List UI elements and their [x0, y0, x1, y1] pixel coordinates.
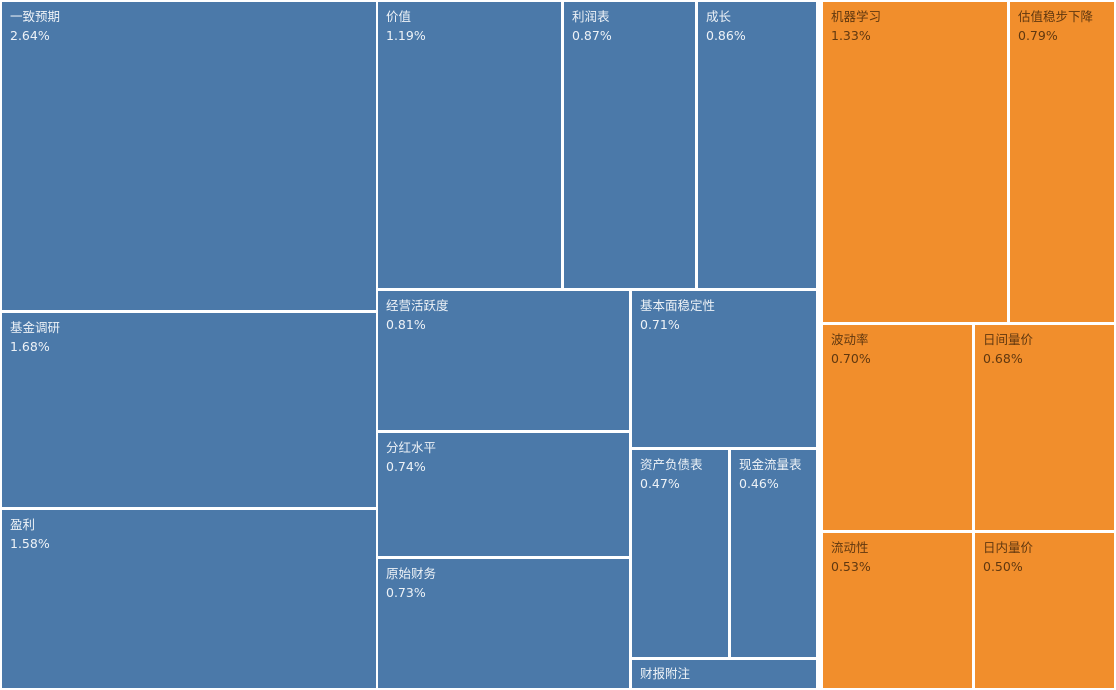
tile-label: 价值	[386, 9, 412, 24]
tile-label: 波动率	[831, 332, 869, 347]
tile-value: 1.33%	[831, 28, 871, 43]
tile-value: 0.53%	[831, 559, 871, 574]
treemap-tile[interactable]: 盈利 1.58%	[2, 510, 376, 688]
tile-value: 0.68%	[983, 351, 1023, 366]
treemap-tile[interactable]: 基金调研 1.68%	[2, 313, 376, 507]
tile-label: 成长	[706, 9, 732, 24]
treemap-tile[interactable]: 一致预期 2.64%	[2, 2, 376, 310]
tile-label: 利润表	[572, 9, 610, 24]
treemap-tile[interactable]: 波动率 0.70%	[823, 325, 972, 530]
treemap-tile[interactable]: 经营活跃度 0.81%	[378, 291, 629, 430]
tile-label: 机器学习	[831, 9, 882, 24]
treemap-tile[interactable]: 利润表 0.87%	[564, 2, 695, 288]
treemap-tile[interactable]: 日内量价 0.50%	[975, 533, 1114, 688]
tile-label: 经营活跃度	[386, 298, 449, 313]
tile-value: 0.87%	[572, 28, 612, 43]
tile-value: 0.79%	[1018, 28, 1058, 43]
tile-value: 1.68%	[10, 339, 50, 354]
treemap-tile[interactable]: 财报附注	[632, 660, 816, 688]
treemap-tile[interactable]: 基本面稳定性 0.71%	[632, 291, 816, 447]
tile-value: 0.50%	[983, 559, 1023, 574]
tile-value: 0.70%	[831, 351, 871, 366]
tile-value: 0.73%	[386, 585, 426, 600]
tile-label: 估值稳步下降	[1018, 9, 1094, 24]
tile-label: 基金调研	[10, 320, 61, 335]
treemap-tile[interactable]: 估值稳步下降 0.79%	[1010, 2, 1114, 322]
tile-label: 原始财务	[386, 566, 437, 581]
tile-label: 基本面稳定性	[640, 298, 716, 313]
treemap-tile[interactable]: 分红水平 0.74%	[378, 433, 629, 556]
tile-value: 1.58%	[10, 536, 50, 551]
tile-label: 资产负债表	[640, 457, 703, 472]
treemap-tile[interactable]: 价值 1.19%	[378, 2, 561, 288]
treemap-tile[interactable]: 机器学习 1.33%	[823, 2, 1007, 322]
tile-label: 日内量价	[983, 540, 1034, 555]
tile-value: 0.46%	[739, 476, 779, 491]
treemap-tile[interactable]: 现金流量表 0.46%	[731, 450, 816, 657]
treemap-tile[interactable]: 流动性 0.53%	[823, 533, 972, 688]
treemap-tile[interactable]: 日间量价 0.68%	[975, 325, 1114, 530]
tile-value: 0.86%	[706, 28, 746, 43]
tile-value: 0.81%	[386, 317, 426, 332]
tile-label: 流动性	[831, 540, 869, 555]
tile-label: 日间量价	[983, 332, 1034, 347]
tile-value: 2.64%	[10, 28, 50, 43]
tile-label: 一致预期	[10, 9, 61, 24]
treemap-tile[interactable]: 资产负债表 0.47%	[632, 450, 728, 657]
tile-value: 0.71%	[640, 317, 680, 332]
treemap-tile[interactable]: 成长 0.86%	[698, 2, 816, 288]
tile-label: 现金流量表	[739, 457, 802, 472]
tile-value: 1.19%	[386, 28, 426, 43]
tile-label: 盈利	[10, 517, 36, 532]
tile-label: 财报附注	[640, 666, 691, 681]
tile-value: 0.74%	[386, 459, 426, 474]
tile-value: 0.47%	[640, 476, 680, 491]
tile-label: 分红水平	[386, 440, 437, 455]
treemap-tile[interactable]: 原始财务 0.73%	[378, 559, 629, 688]
